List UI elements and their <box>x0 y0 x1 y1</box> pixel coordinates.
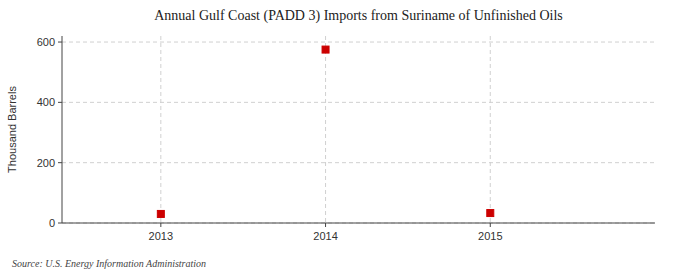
y-tick <box>58 223 62 224</box>
x-grid-line <box>325 36 326 223</box>
y-axis-label: Thousand Barrels <box>6 86 18 173</box>
x-tick <box>490 223 491 227</box>
points <box>157 46 493 217</box>
y-grid-line <box>62 223 655 224</box>
x-grid-line <box>160 36 161 223</box>
x-axis-line <box>62 223 655 224</box>
source-note: Source: U.S. Energy Information Administ… <box>12 258 206 269</box>
y-tick-label: 400 <box>37 96 55 108</box>
y-tick <box>58 162 62 163</box>
x-tick-label: 2015 <box>478 230 502 242</box>
chart-container: 2013 2014 2015 0 200 400 600 Thousand Barrels An… <box>0 0 675 275</box>
x-tick-label: 2014 <box>313 230 337 242</box>
y-axis-line <box>62 36 63 223</box>
y-tick-label: 200 <box>37 157 55 169</box>
y-grid-line <box>62 42 655 43</box>
chart-title: Annual Gulf Coast (PADD 3) Imports from … <box>154 8 563 24</box>
y-grid-line <box>62 102 655 103</box>
y-axis: 0 200 400 600 <box>37 36 62 229</box>
point <box>322 46 329 53</box>
y-tick <box>58 102 62 103</box>
y-tick-label: 600 <box>37 36 55 48</box>
chart-svg: 2013 2014 2015 0 200 400 600 Thousand Barrels An… <box>0 0 675 275</box>
grid <box>62 36 655 223</box>
point <box>487 210 494 217</box>
y-tick <box>58 42 62 43</box>
background <box>0 0 675 275</box>
y-grid-line <box>62 162 655 163</box>
x-tick <box>160 223 161 227</box>
point <box>157 210 164 217</box>
x-tick-label: 2013 <box>149 230 173 242</box>
x-grid-line <box>490 36 491 223</box>
x-tick <box>325 223 326 227</box>
y-tick-label: 0 <box>49 217 55 229</box>
x-axis: 2013 2014 2015 <box>149 223 503 242</box>
